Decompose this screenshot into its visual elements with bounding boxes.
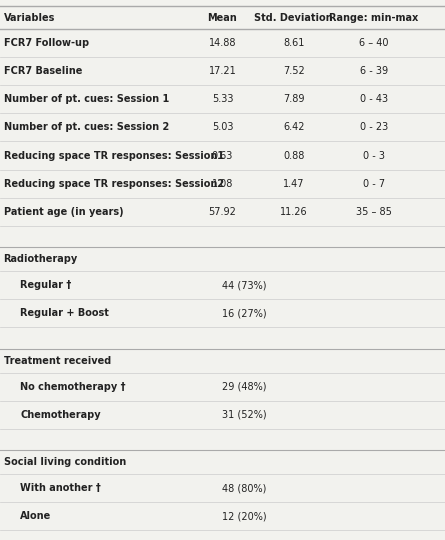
- Text: No chemotherapy †: No chemotherapy †: [20, 382, 125, 392]
- Text: 5.03: 5.03: [212, 123, 233, 132]
- Text: Reducing space TR responses: Session1: Reducing space TR responses: Session1: [4, 151, 224, 160]
- Text: 1.47: 1.47: [283, 179, 304, 188]
- Text: Number of pt. cues: Session 1: Number of pt. cues: Session 1: [4, 94, 169, 104]
- Text: 5.33: 5.33: [212, 94, 233, 104]
- Text: 6.42: 6.42: [283, 123, 304, 132]
- Text: Regular †: Regular †: [20, 280, 71, 290]
- Text: 57.92: 57.92: [209, 207, 236, 217]
- Text: 0 - 7: 0 - 7: [363, 179, 385, 188]
- Text: 31 (52%): 31 (52%): [222, 410, 267, 420]
- Text: FCR7 Follow-up: FCR7 Follow-up: [4, 38, 89, 48]
- Text: 0 - 3: 0 - 3: [363, 151, 385, 160]
- Text: Mean: Mean: [208, 13, 237, 23]
- Text: Patient age (in years): Patient age (in years): [4, 207, 123, 217]
- Text: Regular + Boost: Regular + Boost: [20, 308, 109, 318]
- Text: 0.88: 0.88: [283, 151, 304, 160]
- Text: FCR7 Baseline: FCR7 Baseline: [4, 66, 82, 76]
- Text: 0.63: 0.63: [212, 151, 233, 160]
- Text: Number of pt. cues: Session 2: Number of pt. cues: Session 2: [4, 123, 169, 132]
- Text: 11.26: 11.26: [280, 207, 307, 217]
- Text: With another †: With another †: [20, 483, 101, 493]
- Text: Chemotherapy: Chemotherapy: [20, 410, 101, 420]
- Text: Range: min-max: Range: min-max: [329, 13, 418, 23]
- Text: Variables: Variables: [4, 13, 55, 23]
- Text: Social living condition: Social living condition: [4, 457, 126, 467]
- Text: 7.89: 7.89: [283, 94, 304, 104]
- Text: 6 – 40: 6 – 40: [359, 38, 388, 48]
- Text: 48 (80%): 48 (80%): [222, 483, 267, 493]
- Text: 1.08: 1.08: [212, 179, 233, 188]
- Text: Radiotherapy: Radiotherapy: [4, 254, 78, 264]
- Text: 0 - 23: 0 - 23: [360, 123, 388, 132]
- Text: 12 (20%): 12 (20%): [222, 511, 267, 521]
- Text: 17.21: 17.21: [209, 66, 236, 76]
- Text: 35 – 85: 35 – 85: [356, 207, 392, 217]
- Text: Treatment received: Treatment received: [4, 356, 111, 366]
- Text: 7.52: 7.52: [283, 66, 304, 76]
- Text: Alone: Alone: [20, 511, 51, 521]
- Text: 29 (48%): 29 (48%): [222, 382, 267, 392]
- Text: 44 (73%): 44 (73%): [222, 280, 267, 290]
- Text: 8.61: 8.61: [283, 38, 304, 48]
- Text: 0 - 43: 0 - 43: [360, 94, 388, 104]
- Text: Std. Deviation: Std. Deviation: [255, 13, 333, 23]
- Text: 14.88: 14.88: [209, 38, 236, 48]
- Text: Reducing space TR responses: Session2: Reducing space TR responses: Session2: [4, 179, 224, 188]
- Text: 16 (27%): 16 (27%): [222, 308, 267, 318]
- Text: 6 - 39: 6 - 39: [360, 66, 388, 76]
